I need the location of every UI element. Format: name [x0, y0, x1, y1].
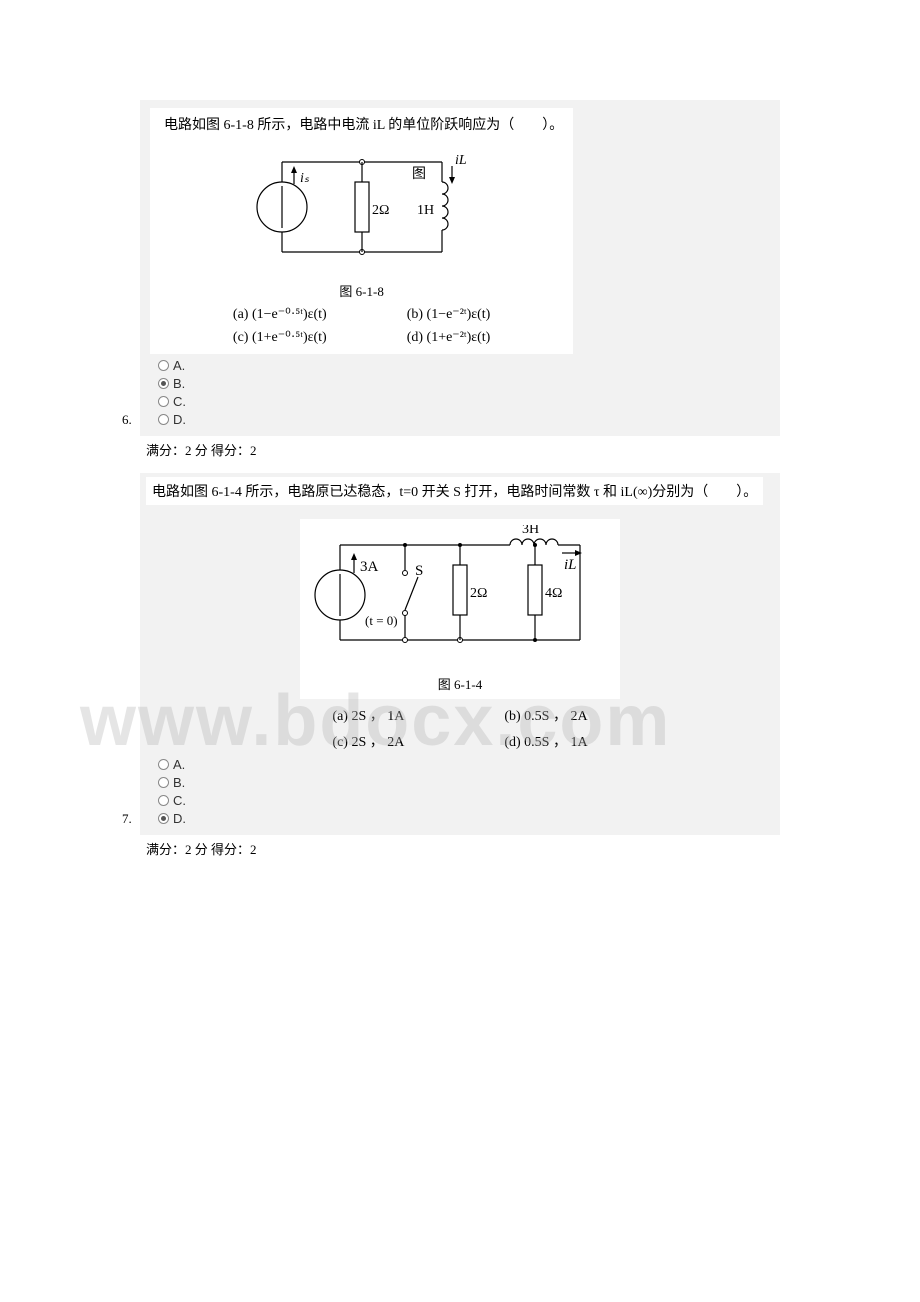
- radio-icon: [158, 414, 169, 425]
- circuit-6-1-4: 3A S (t = 0) 2Ω: [310, 525, 610, 665]
- q6-choice-a[interactable]: A.: [158, 356, 774, 374]
- radio-icon: [158, 795, 169, 806]
- svg-text:iL: iL: [455, 153, 467, 168]
- svg-text:2Ω: 2Ω: [470, 586, 487, 601]
- svg-text:1H: 1H: [417, 203, 434, 218]
- q6-text: 电路如图 6-1-8 所示，电路中电流 iL 的单位阶跃响应为（ ）。: [160, 114, 563, 134]
- q6-score: 满分：2 分 得分：2: [140, 440, 780, 459]
- q7-choice-a[interactable]: A.: [158, 755, 774, 773]
- question-6-block: 6. 电路如图 6-1-8 所示，电路中电流 iL 的单位阶跃响应为（ ）。: [140, 100, 780, 436]
- q6-choice-d[interactable]: D.: [158, 410, 774, 428]
- q7-choice-b[interactable]: B.: [158, 773, 774, 791]
- svg-text:3H: 3H: [522, 525, 539, 537]
- q6-choice-b[interactable]: B.: [158, 374, 774, 392]
- q7-figure: 3A S (t = 0) 2Ω: [146, 519, 774, 699]
- radio-icon: [158, 759, 169, 770]
- q6-content-box: 电路如图 6-1-8 所示，电路中电流 iL 的单位阶跃响应为（ ）。 iₛ: [150, 108, 573, 354]
- q6-ans-a: (a) (1−e⁻⁰·⁵ᵗ)ε(t): [233, 306, 327, 323]
- q6-ans-c: (c) (1+e⁻⁰·⁵ᵗ)ε(t): [233, 329, 327, 346]
- q7-ans-a: (a) 2S ， 1A: [332, 705, 404, 725]
- q7-choice-c[interactable]: C.: [158, 791, 774, 809]
- svg-text:S: S: [415, 563, 423, 579]
- radio-icon: [158, 396, 169, 407]
- q7-number: 7.: [122, 811, 132, 827]
- radio-icon: [158, 777, 169, 788]
- q6-figure: iₛ 2Ω 1H: [160, 142, 563, 300]
- radio-icon: [158, 360, 169, 371]
- q6-choice-c[interactable]: C.: [158, 392, 774, 410]
- q7-choice-d[interactable]: D.: [158, 809, 774, 827]
- q6-choices: A. B. C. D.: [146, 354, 774, 428]
- q6-ans-b: (b) (1−e⁻²ᵗ)ε(t): [407, 306, 491, 323]
- q7-choices: A. B. C. D.: [146, 753, 774, 827]
- q7-ans-d: (d) 0.5S ， 1A: [504, 731, 587, 751]
- svg-text:iL: iL: [564, 557, 577, 573]
- q6-fig-caption: 图 6-1-8: [160, 281, 563, 300]
- q6-answers-row2: (c) (1+e⁻⁰·⁵ᵗ)ε(t) (d) (1+e⁻²ᵗ)ε(t): [160, 329, 563, 346]
- q7-ans-b: (b) 0.5S ， 2A: [504, 705, 587, 725]
- radio-icon: [158, 813, 169, 824]
- question-7-block: 7. 电路如图 6-1-4 所示，电路原已达稳态，t=0 开关 S 打开，电路时…: [140, 473, 780, 835]
- svg-text:3A: 3A: [360, 559, 379, 575]
- q7-fig-caption: 图 6-1-4: [310, 674, 610, 693]
- q6-ans-d: (d) (1+e⁻²ᵗ)ε(t): [407, 329, 491, 346]
- radio-icon: [158, 378, 169, 389]
- q7-answers-row2: (c) 2S ， 2A (d) 0.5S ， 1A: [146, 731, 774, 751]
- svg-text:图: 图: [412, 167, 426, 182]
- svg-text:2Ω: 2Ω: [372, 203, 389, 218]
- q6-number: 6.: [122, 412, 132, 428]
- q7-score: 满分：2 分 得分：2: [140, 839, 780, 858]
- q7-ans-c: (c) 2S ， 2A: [332, 731, 404, 751]
- q6-answers-row1: (a) (1−e⁻⁰·⁵ᵗ)ε(t) (b) (1−e⁻²ᵗ)ε(t): [160, 306, 563, 323]
- svg-text:4Ω: 4Ω: [545, 586, 562, 601]
- page-container: 6. 电路如图 6-1-8 所示，电路中电流 iL 的单位阶跃响应为（ ）。: [0, 0, 920, 912]
- svg-text:(t = 0): (t = 0): [365, 613, 398, 628]
- q7-answers-row1: (a) 2S ， 1A (b) 0.5S ， 2A: [146, 705, 774, 725]
- q7-text: 电路如图 6-1-4 所示，电路原已达稳态，t=0 开关 S 打开，电路时间常数…: [146, 477, 763, 505]
- circuit-6-1-8: iₛ 2Ω 1H: [252, 142, 472, 272]
- svg-text:iₛ: iₛ: [300, 171, 310, 186]
